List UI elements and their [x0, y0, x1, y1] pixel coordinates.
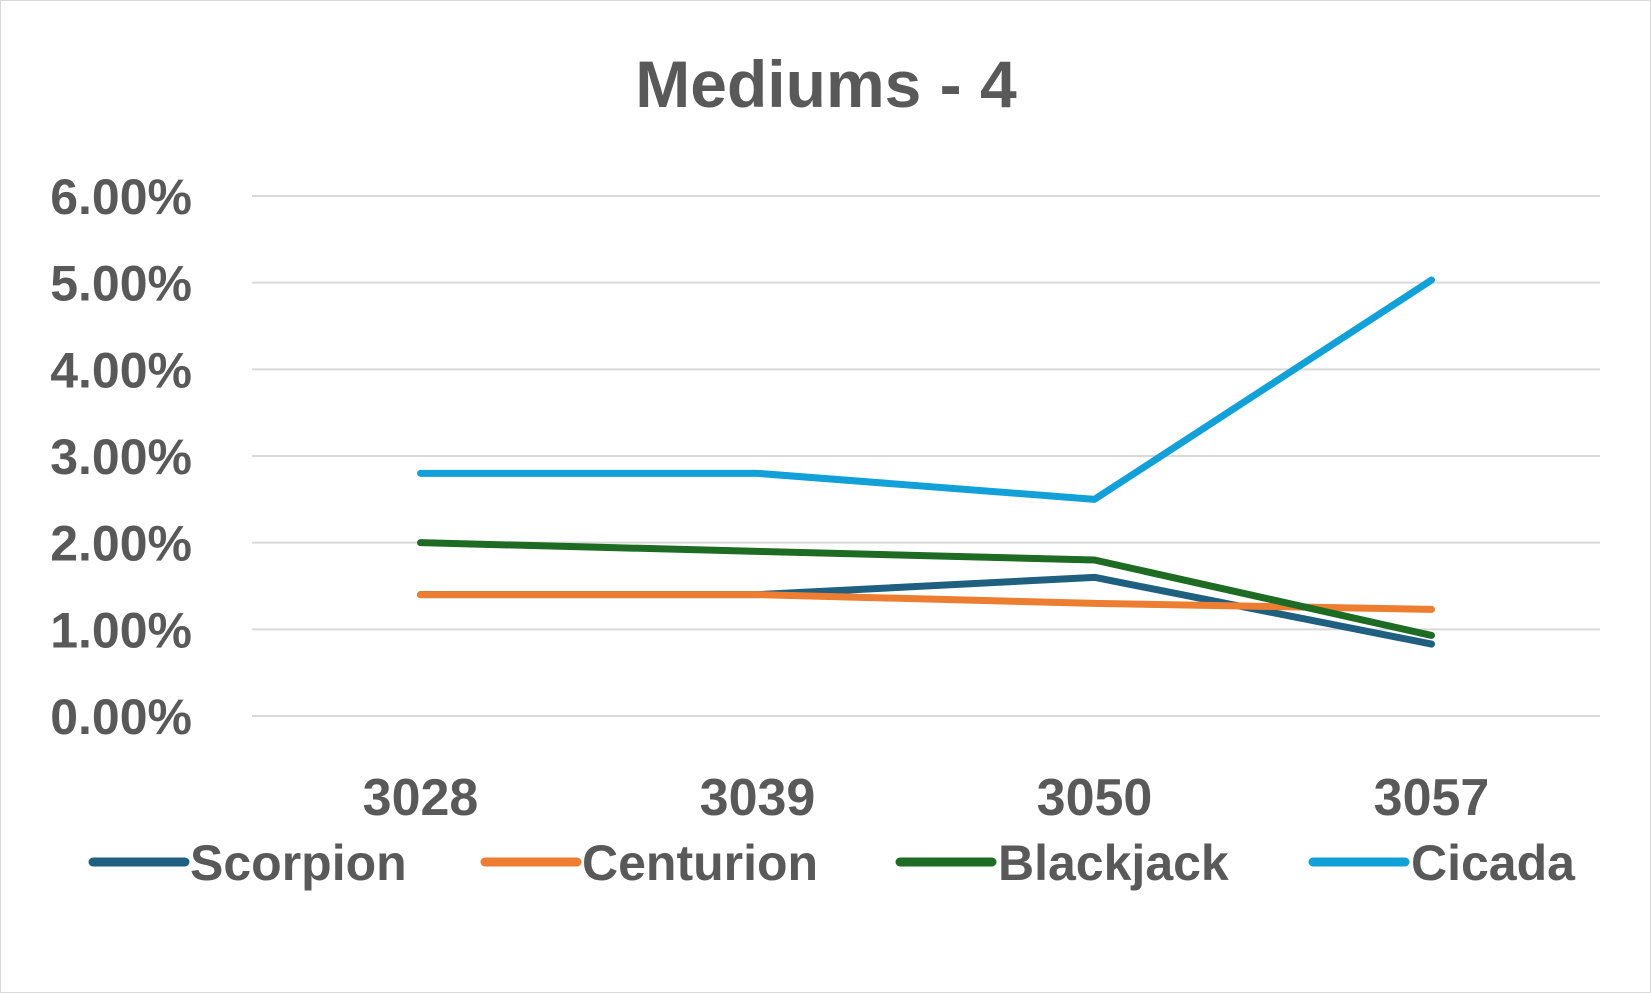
series-lines — [417, 276, 1435, 648]
legend-label-cicada: Cicada — [1411, 835, 1576, 891]
x-tick-label: 3039 — [700, 769, 816, 827]
legend-label-scorpion: Scorpion — [190, 835, 407, 891]
series-line-centurion — [417, 591, 1435, 613]
series-line-scorpion — [417, 573, 1435, 648]
series-line-cicada — [417, 276, 1435, 503]
x-tick-label: 3050 — [1037, 769, 1153, 827]
x-tick-label: 3028 — [363, 769, 479, 827]
y-tick-label: 0.00% — [50, 689, 192, 745]
x-tick-label: 3057 — [1374, 769, 1490, 827]
y-tick-label: 3.00% — [50, 429, 192, 485]
series-line-blackjack — [417, 539, 1435, 639]
y-tick-label: 2.00% — [50, 516, 192, 572]
x-axis-tick-labels: 3028 3039 3050 3057 — [363, 769, 1490, 827]
y-tick-label: 6.00% — [50, 169, 192, 225]
legend-label-centurion: Centurion — [582, 835, 818, 891]
y-tick-label: 1.00% — [50, 602, 192, 658]
chart-title: Mediums - 4 — [635, 47, 1017, 121]
y-tick-label: 4.00% — [50, 342, 192, 398]
gridlines — [252, 195, 1600, 717]
legend-label-blackjack: Blackjack — [998, 835, 1229, 891]
y-tick-label: 5.00% — [50, 256, 192, 312]
y-axis-tick-labels: 0.00% 1.00% 2.00% 3.00% 4.00% 5.00% 6.00% — [50, 169, 192, 745]
legend: Scorpion Centurion Blackjack Cicada — [88, 835, 1576, 891]
